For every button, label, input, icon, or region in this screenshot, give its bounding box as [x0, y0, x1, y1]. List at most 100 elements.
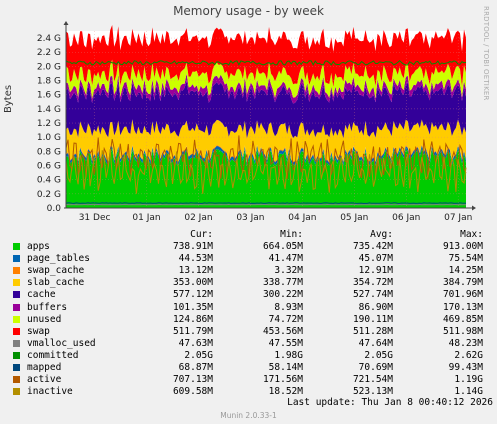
area-slab-cache [66, 119, 466, 162]
legend-cur-value: 577.12M [172, 289, 213, 301]
legend-swatch [13, 376, 20, 384]
legend-avg-value: 523.13M [352, 386, 393, 398]
legend-min-value: 300.22M [262, 289, 303, 301]
x-tick-label: 01 Jan [132, 213, 160, 223]
legend-swatch [13, 291, 20, 299]
legend-swatch [13, 303, 20, 311]
legend-avg-value: 721.54M [352, 374, 393, 386]
legend-cur-value: 738.91M [172, 241, 213, 252]
legend-min-value: 41.47M [268, 253, 303, 265]
legend-label: swap_cache [27, 265, 85, 277]
legend-avg-value: 12.91M [358, 265, 393, 277]
x-tick-label: 03 Jan [236, 213, 264, 223]
line-mapped [65, 202, 467, 205]
legend-avg-value: 86.90M [358, 301, 393, 313]
legend-min-value: 171.56M [262, 374, 303, 386]
legend-header: Cur: Min: Avg: Max: [13, 229, 493, 241]
x-tick-label: 31 Dec [79, 213, 111, 223]
legend-swatch [13, 364, 20, 371]
legend-avg-value: 70.69M [358, 362, 393, 373]
legend-min-value: 8.93M [274, 301, 303, 313]
legend-swatch [13, 351, 20, 359]
legend-avg-value: 2.05G [364, 349, 393, 361]
legend-swatch [13, 243, 20, 250]
header-max: Max: [460, 229, 483, 240]
legend-max-value: 384.79M [442, 277, 483, 289]
legend-item-page-tables: page_tables 44.53M 41.47M 45.07M 75.54M [13, 253, 493, 265]
legend-avg-value: 47.64M [358, 337, 393, 349]
legend-item-inactive: inactive 609.58M 18.52M 523.13M 1.14G [13, 386, 493, 398]
y-tick-label: 1.6 G [37, 91, 61, 101]
rrdtool-watermark: RRDTOOL / TOBI OETIKER [482, 6, 490, 101]
legend-label: apps [27, 241, 50, 252]
x-tick-label: 06 Jan [392, 213, 420, 223]
legend-max-value: 48.23M [448, 337, 483, 349]
legend-min-value: 18.52M [268, 386, 303, 398]
legend-cur-value: 511.79M [172, 325, 213, 337]
legend-min-value: 3.32M [274, 265, 303, 277]
area-cache [66, 80, 466, 139]
line-committed [65, 60, 467, 66]
legend-item-unused: unused 124.86M 74.72M 190.11M 469.85M [13, 314, 493, 326]
x-tick-label: 04 Jan [288, 213, 316, 223]
y-tick-label: 2.0 G [37, 62, 61, 72]
header-avg: Avg: [370, 229, 393, 240]
legend-item-active: active 707.13M 171.56M 721.54M 1.19G [13, 374, 493, 386]
legend-swatch [13, 388, 20, 396]
legend-min-value: 453.56M [262, 325, 303, 337]
y-tick-label: 0.2 G [37, 190, 61, 200]
legend-swatch [13, 327, 20, 335]
legend-max-value: 170.13M [442, 301, 483, 313]
y-tick-label: 2.2 G [37, 48, 61, 58]
legend-cur-value: 13.12M [178, 265, 213, 277]
legend-max-value: 2.62G [454, 349, 483, 361]
legend-cur-value: 101.35M [172, 301, 213, 313]
legend-label: mapped [27, 362, 62, 373]
y-tick-label: 0.4 G [37, 176, 61, 186]
legend-label: unused [27, 313, 62, 325]
legend-cur-value: 353.00M [172, 277, 213, 289]
legend-min-value: 664.05M [262, 241, 303, 252]
legend-label: page_tables [27, 253, 90, 265]
legend-cur-value: 2.05G [184, 349, 213, 361]
legend-item-mapped: mapped 68.87M 58.14M 70.69M 99.43M [13, 362, 493, 374]
legend-min-value: 338.77M [262, 277, 303, 289]
x-tick-label: 05 Jan [340, 213, 368, 223]
legend-cur-value: 44.53M [178, 253, 213, 265]
area-unused [66, 59, 466, 99]
x-axis-arrow [472, 205, 476, 211]
y-tick-label: 1.2 G [37, 119, 61, 129]
legend-avg-value: 45.07M [358, 253, 393, 265]
header-min: Min: [280, 229, 303, 240]
legend-item-vmalloc-used: vmalloc_used 47.63M 47.55M 47.64M 48.23M [13, 338, 493, 350]
last-update: Last update: Thu Jan 8 00:40:12 2026 [287, 397, 493, 408]
legend-max-value: 99.43M [448, 362, 483, 373]
legend-item-buffers: buffers 101.35M 8.93M 86.90M 170.13M [13, 302, 493, 314]
area-swap [66, 25, 466, 87]
legend-avg-value: 190.11M [352, 313, 393, 325]
line-active [65, 135, 467, 180]
legend-avg-value: 511.28M [352, 325, 393, 337]
legend-swatch [13, 255, 20, 263]
legend-swatch [13, 339, 20, 347]
header-cur: Cur: [190, 229, 213, 240]
y-tick-label: 0.0 [47, 204, 62, 214]
legend-label: slab_cache [27, 277, 85, 289]
legend-label: active [27, 374, 62, 386]
legend-min-value: 58.14M [268, 362, 303, 373]
legend-item-committed: committed 2.05G 1.98G 2.05G 2.62G [13, 350, 493, 362]
legend-label: vmalloc_used [27, 337, 96, 349]
y-tick-label: 1.0 G [37, 133, 61, 143]
x-tick-label: 07 Jan [444, 213, 472, 223]
y-tick-label: 1.8 G [37, 77, 61, 87]
legend-max-value: 1.14G [454, 386, 483, 398]
legend-min-value: 74.72M [268, 313, 303, 325]
area-buffers [66, 73, 466, 104]
y-tick-label: 0.6 G [37, 162, 61, 172]
chart-title: Memory usage - by week [173, 4, 324, 18]
version-label: Munin 2.0.33-1 [220, 411, 277, 420]
legend-max-value: 701.96M [442, 289, 483, 301]
legend-max-value: 1.19G [454, 374, 483, 386]
legend-avg-value: 735.42M [352, 241, 393, 252]
